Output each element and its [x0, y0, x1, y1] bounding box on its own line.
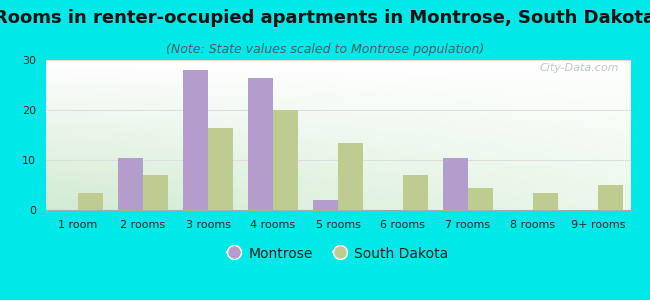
Bar [143, 175, 168, 210]
Bar [403, 175, 428, 210]
Text: City-Data.com: City-Data.com [540, 63, 619, 73]
Bar [248, 77, 273, 210]
Bar [313, 200, 338, 210]
Bar [208, 128, 233, 210]
Bar [273, 110, 298, 210]
Bar [78, 193, 103, 210]
Text: (Note: State values scaled to Montrose population): (Note: State values scaled to Montrose p… [166, 44, 484, 56]
Bar [443, 158, 468, 210]
Bar [468, 188, 493, 210]
Legend: Montrose, South Dakota: Montrose, South Dakota [222, 241, 454, 266]
Bar [183, 70, 208, 210]
Text: Rooms in renter-occupied apartments in Montrose, South Dakota: Rooms in renter-occupied apartments in M… [0, 9, 650, 27]
Bar [598, 185, 623, 210]
Bar [533, 193, 558, 210]
Bar [118, 158, 143, 210]
Bar [338, 142, 363, 210]
